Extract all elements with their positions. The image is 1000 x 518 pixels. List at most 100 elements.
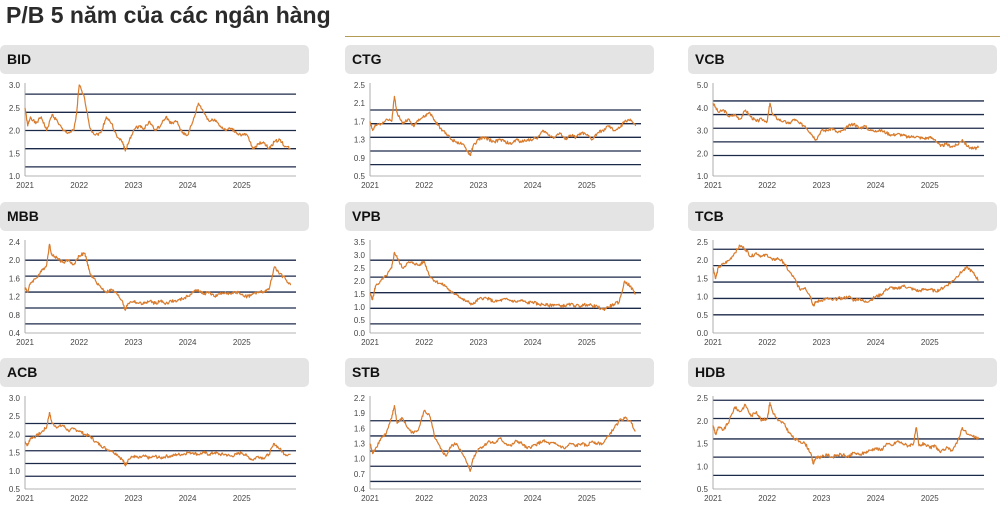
x-tick-label: 2024: [867, 181, 885, 190]
panel-title: BID: [7, 51, 32, 67]
y-tick-label: 3.0: [9, 81, 21, 90]
panel-acb: ACB 0.5 1.0 1.5 2.0 2.5 3.0 2021 2022 2023 2024 20…: [0, 358, 310, 518]
x-tick-label: 2023: [813, 494, 831, 503]
panel-mbb: MBB 0.4 0.8 1.2 1.6 2.0 2.4 2021 2022 2023 2024 20…: [0, 202, 310, 362]
x-tick-label: 2025: [233, 494, 251, 503]
x-tick-label: 2022: [758, 494, 776, 503]
x-tick-label: 2023: [470, 338, 488, 347]
x-tick-label: 2023: [813, 338, 831, 347]
y-tick-label: 1.6: [354, 424, 366, 433]
series-line: [24, 84, 291, 152]
panel-hdb: HDB 0.5 1.0 1.5 2.0 2.5 2021 2022 2023 2024 2025: [688, 358, 998, 518]
panel-vcb: VCB 1.0 2.0 3.0 4.0 5.0 2021 2022 2023 2024 2025: [688, 45, 998, 205]
x-tick-label: 2024: [179, 338, 197, 347]
series-line: [369, 405, 636, 472]
chart-bid: 1.0 1.5 2.0 2.5 3.0 2021 2022 2023 2024 2025: [9, 81, 296, 190]
panel-title: TCB: [695, 208, 724, 224]
y-tick-label: 2.0: [9, 127, 21, 136]
y-tick-label: 1.0: [9, 172, 21, 181]
panel-title: VPB: [352, 208, 381, 224]
y-tick-label: 0.5: [697, 485, 709, 494]
x-tick-label: 2022: [415, 494, 433, 503]
panel-title: HDB: [695, 364, 726, 380]
y-tick-label: 2.0: [9, 256, 21, 265]
y-tick-label: 1.7: [354, 117, 366, 126]
x-tick-label: 2024: [524, 338, 542, 347]
y-tick-label: 0.5: [697, 311, 709, 320]
x-tick-label: 2021: [16, 338, 34, 347]
panel-header: VPB: [345, 202, 654, 231]
x-tick-label: 2024: [867, 494, 885, 503]
x-tick-label: 2022: [758, 181, 776, 190]
x-tick-label: 2023: [813, 181, 831, 190]
x-tick-label: 2025: [921, 338, 939, 347]
x-tick-label: 2022: [70, 181, 88, 190]
x-tick-label: 2025: [578, 494, 596, 503]
panel-header: CTG: [345, 45, 654, 74]
y-tick-label: 0.0: [697, 329, 709, 338]
y-tick-label: 0.0: [354, 329, 366, 338]
y-tick-label: 2.5: [697, 394, 709, 403]
x-tick-label: 2023: [470, 181, 488, 190]
chart-stb: 0.4 0.7 1.0 1.3 1.6 1.9 2.2 2021 2022 2023 2024 202…: [354, 394, 641, 503]
y-tick-label: 3.5: [354, 238, 366, 247]
x-tick-label: 2024: [524, 494, 542, 503]
y-tick-label: 2.0: [9, 430, 21, 439]
y-tick-label: 3.0: [9, 394, 21, 403]
x-tick-label: 2021: [361, 181, 379, 190]
chart-acb: 0.5 1.0 1.5 2.0 2.5 3.0 2021 2022 2023 2024 2025: [9, 394, 296, 503]
x-tick-label: 2024: [179, 494, 197, 503]
x-tick-label: 2025: [921, 494, 939, 503]
x-tick-label: 2021: [704, 181, 722, 190]
y-tick-label: 1.5: [354, 290, 366, 299]
y-tick-label: 2.5: [9, 412, 21, 421]
chart-mbb: 0.4 0.8 1.2 1.6 2.0 2.4 2021 2022 2023 2024 2025: [9, 238, 296, 347]
y-tick-label: 1.0: [9, 467, 21, 476]
y-tick-label: 0.9: [354, 154, 366, 163]
series-line: [712, 102, 980, 151]
y-tick-label: 1.3: [354, 440, 366, 449]
x-tick-label: 2023: [125, 181, 143, 190]
panel-title: VCB: [695, 51, 725, 67]
y-tick-label: 2.0: [354, 277, 366, 286]
panel-title: ACB: [7, 364, 38, 380]
x-tick-label: 2024: [524, 181, 542, 190]
y-tick-label: 1.0: [697, 293, 709, 302]
series-line: [24, 243, 292, 311]
y-tick-label: 1.0: [697, 462, 709, 471]
page-title: P/B 5 năm của các ngân hàng: [6, 2, 331, 28]
y-tick-label: 0.5: [354, 316, 366, 325]
panel-header: MBB: [0, 202, 309, 231]
x-tick-label: 2021: [361, 338, 379, 347]
y-tick-label: 1.6: [9, 274, 21, 283]
panel-tcb: TCB 0.0 0.5 1.0 1.5 2.0 2.5 2021 2022 2023 2024 20…: [688, 202, 998, 362]
x-tick-label: 2022: [70, 494, 88, 503]
x-tick-label: 2021: [16, 494, 34, 503]
x-tick-label: 2022: [415, 338, 433, 347]
chart-tcb: 0.0 0.5 1.0 1.5 2.0 2.5 2021 2022 2023 2024 2025: [697, 238, 984, 347]
y-tick-label: 2.0: [697, 256, 709, 265]
y-tick-label: 1.5: [697, 440, 709, 449]
series-line: [369, 95, 637, 157]
y-tick-label: 0.8: [9, 311, 21, 320]
y-tick-label: 2.5: [697, 238, 709, 247]
panel-bid: BID 1.0 1.5 2.0 2.5 3.0 2021 2022 2023 2024 2025: [0, 45, 310, 205]
x-tick-label: 2023: [125, 494, 143, 503]
panel-header: TCB: [688, 202, 997, 231]
y-tick-label: 1.2: [9, 293, 21, 302]
y-tick-label: 2.5: [354, 264, 366, 273]
y-tick-label: 2.1: [354, 99, 366, 108]
x-tick-label: 2024: [179, 181, 197, 190]
series-line: [369, 251, 636, 312]
x-tick-label: 2022: [415, 181, 433, 190]
x-tick-label: 2021: [704, 494, 722, 503]
y-tick-label: 4.0: [697, 104, 709, 113]
y-tick-label: 1.0: [354, 303, 366, 312]
y-tick-label: 2.0: [697, 149, 709, 158]
y-tick-label: 3.0: [354, 251, 366, 260]
panel-header: HDB: [688, 358, 997, 387]
y-tick-label: 1.9: [354, 409, 366, 418]
panel-title: MBB: [7, 208, 39, 224]
panel-header: BID: [0, 45, 309, 74]
x-tick-label: 2022: [758, 338, 776, 347]
